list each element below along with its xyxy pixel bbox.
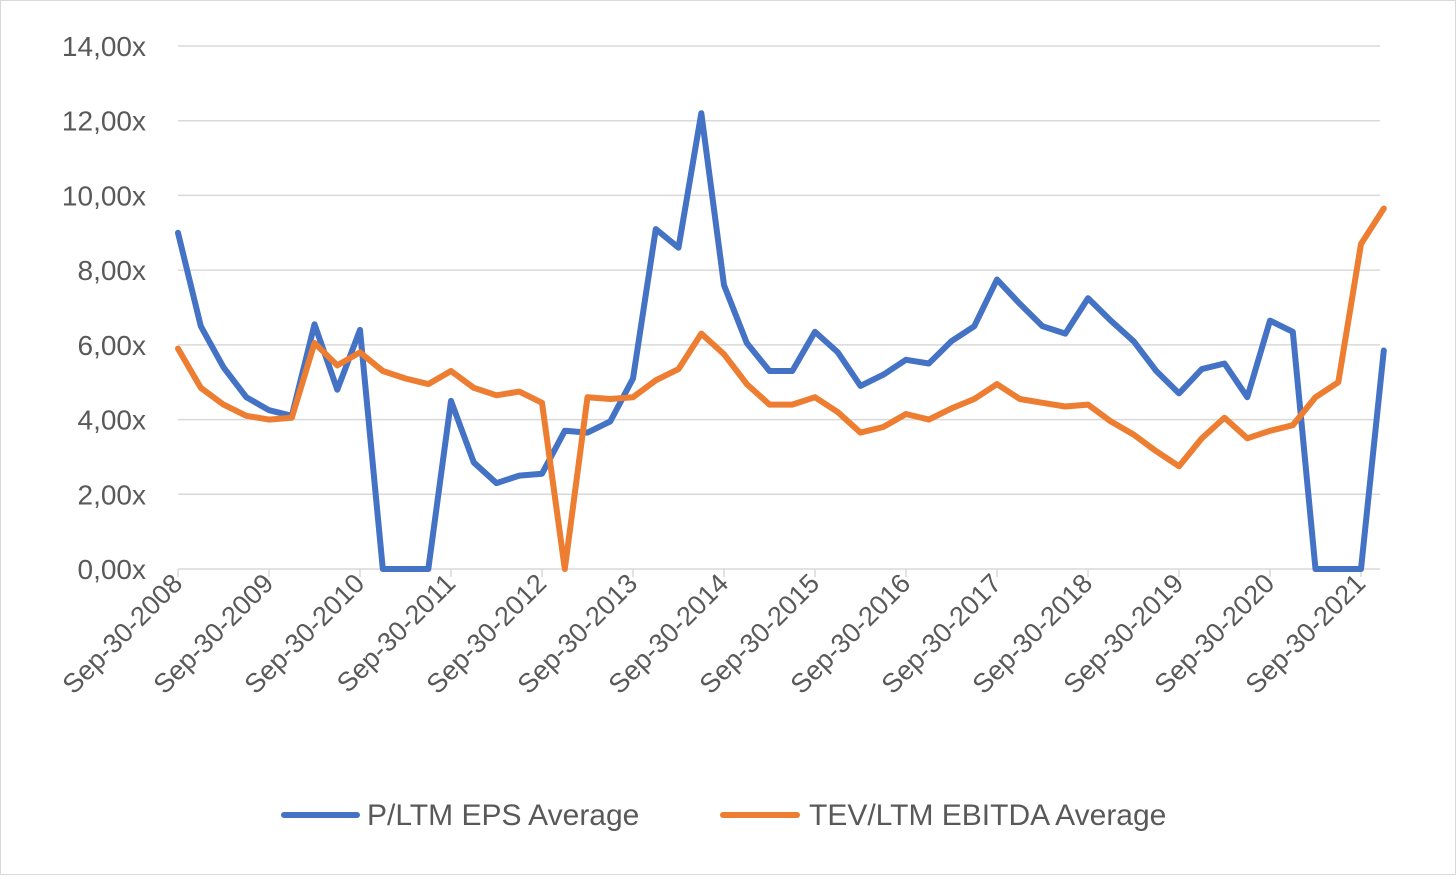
y-tick-label: 4,00x	[78, 405, 147, 436]
legend-label: P/LTM EPS Average	[367, 799, 639, 832]
y-tick-label: 8,00x	[78, 255, 147, 286]
legend: P/LTM EPS Average TEV/LTM EBITDA Average	[281, 799, 1166, 832]
y-tick-label: 10,00x	[62, 180, 146, 211]
series-line-tev-ltm-ebitda	[175, 205, 1387, 572]
legend-label: TEV/LTM EBITDA Average	[809, 799, 1166, 832]
y-tick-label: 6,00x	[78, 330, 147, 361]
y-tick-label: 12,00x	[62, 106, 146, 137]
series-lines	[175, 110, 1387, 572]
gridlines	[178, 45, 1380, 496]
y-axis-tick-labels: 0,00x 2,00x 4,00x 6,00x 8,00x 10,00x 12,00x 14,…	[62, 31, 146, 585]
series-line-p-ltm-eps	[175, 110, 1387, 572]
y-tick-label: 0,00x	[78, 554, 147, 585]
y-tick-label: 2,00x	[78, 479, 147, 510]
y-tick-label: 14,00x	[62, 31, 146, 62]
x-axis-tick-labels: Sep-30-2008Sep-30-2009Sep-30-2010Sep-30-…	[57, 568, 1372, 700]
